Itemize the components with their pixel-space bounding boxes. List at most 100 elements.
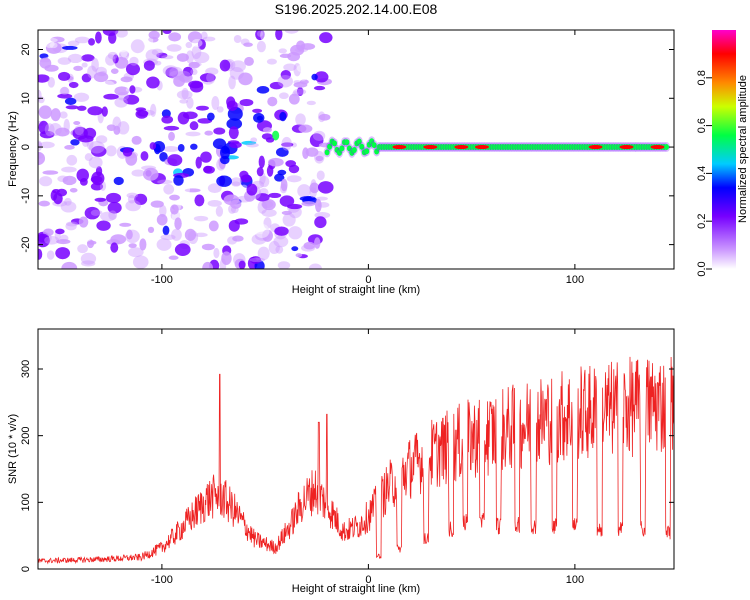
heatmap-cell: [266, 165, 274, 177]
heatmap-cell: [113, 249, 123, 261]
heatmap-cell: [293, 63, 302, 77]
chart-title: S196.2025.202.14.00.E08: [275, 1, 438, 17]
heatmap-cell: [296, 64, 307, 73]
heatmap-cell: [309, 187, 317, 198]
heatmap-cell: [105, 145, 117, 157]
heatmap-cell: [56, 188, 68, 197]
heatmap-cell: [187, 230, 199, 245]
heatmap-cell: [57, 57, 72, 65]
heatmap-cell: [236, 195, 252, 203]
heatmap-cell: [106, 239, 121, 245]
heatmap-cell: [203, 165, 213, 173]
heatmap-cell: [134, 193, 148, 206]
heatmap-cell: [167, 154, 183, 167]
heatmap-cell: [392, 145, 407, 150]
heatmap-cell: [275, 147, 289, 157]
heatmap-cell: [314, 216, 327, 229]
colorbar: 0.0 0.2 0.4 0.6 0.8 Normalized spectral ampl…: [696, 30, 749, 277]
heatmap-cell: [346, 145, 352, 152]
colorbar-tick-label: 0.4: [696, 166, 708, 181]
heatmap-cell: [315, 196, 328, 201]
heatmap-cell: [238, 72, 253, 86]
heatmap-cell: [260, 30, 269, 42]
heatmap-cell: [96, 220, 111, 231]
heatmap-cell: [67, 40, 80, 47]
heatmap-cell: [351, 146, 357, 153]
heatmap-cell: [295, 253, 303, 258]
x-tick-label: 0: [365, 274, 371, 286]
heatmap-cell: [166, 44, 182, 52]
heatmap-cell: [168, 255, 179, 260]
heatmap-cell: [50, 108, 61, 122]
heatmap-cell: [129, 56, 139, 66]
heatmap-cell: [327, 143, 333, 150]
spectrogram-y-label: Frequency (Hz): [7, 111, 19, 187]
heatmap-cell: [150, 103, 157, 117]
heatmap-cell: [93, 71, 109, 83]
heatmap-cell: [243, 42, 253, 47]
heatmap-cell: [88, 38, 95, 46]
heatmap-cell: [73, 92, 90, 103]
heatmap-cell: [274, 226, 289, 236]
heatmap-cell: [279, 111, 287, 122]
heatmap-cell: [169, 70, 185, 81]
heatmap-cell: [277, 75, 293, 88]
heatmap-cell: [189, 121, 199, 131]
heatmap-cell: [174, 217, 182, 230]
heatmap-cell: [114, 97, 128, 108]
heatmap-cell: [42, 170, 59, 175]
heatmap-cell: [38, 96, 45, 104]
heatmap-cell: [273, 235, 289, 248]
heatmap-cell: [244, 56, 254, 66]
heatmap-cell: [147, 226, 155, 234]
heatmap-cell: [295, 113, 306, 126]
x-tick-label: 0: [365, 574, 371, 586]
heatmap-cell: [200, 151, 212, 163]
colorbar-tick-label: 0.2: [696, 214, 708, 229]
snr-y-label: SNR (10 * v/v): [7, 414, 19, 484]
colorbar-gradient: [712, 30, 736, 269]
heatmap-cell: [191, 39, 203, 48]
heatmap-cell: [168, 32, 182, 42]
heatmap-cell: [197, 39, 206, 50]
heatmap-cell: [252, 108, 263, 113]
y-tick-label: 200: [20, 426, 32, 444]
heatmap-cell: [57, 175, 69, 183]
heatmap-cell: [173, 75, 185, 87]
heatmap-cell: [110, 242, 119, 253]
spectrogram-frame: [37, 29, 675, 270]
heatmap-cell: [91, 57, 99, 72]
heatmap-cell: [38, 248, 43, 260]
heatmap-cell: [73, 121, 81, 126]
heatmap-cell: [105, 54, 116, 66]
heatmap-cell: [246, 183, 258, 196]
heatmap-cell: [262, 199, 276, 211]
heatmap-cell: [174, 243, 191, 256]
heatmap-cell: [84, 153, 93, 162]
heatmap-cell: [87, 240, 97, 245]
spectrogram-heatmap: [38, 30, 671, 269]
heatmap-cell: [52, 43, 68, 54]
heatmap-cell: [176, 53, 189, 62]
heatmap-cell: [38, 200, 51, 207]
heatmap-cell: [207, 199, 222, 207]
heatmap-cell: [293, 88, 307, 95]
heatmap-cell: [90, 145, 107, 157]
heatmap-cell: [55, 127, 70, 137]
heatmap-cell: [157, 179, 173, 185]
heatmap-cell: [257, 246, 270, 261]
x-tick-label: 100: [566, 574, 584, 586]
heatmap-cell: [42, 37, 58, 43]
heatmap-cell: [182, 66, 194, 77]
heatmap-cell: [221, 251, 232, 266]
y-tick-label: 10: [20, 92, 32, 104]
heatmap-cell: [156, 52, 168, 59]
heatmap-cell: [95, 166, 103, 177]
heatmap-cell: [276, 88, 286, 102]
heatmap-cell: [189, 81, 204, 93]
heatmap-cell: [281, 210, 293, 215]
heatmap-cell: [119, 51, 130, 58]
snr-panel: -100 0 100 0 100 200 300 Height of straight l…: [7, 328, 675, 595]
spectrogram-y-ticks: 20 10 0 -10 -20: [20, 43, 674, 253]
